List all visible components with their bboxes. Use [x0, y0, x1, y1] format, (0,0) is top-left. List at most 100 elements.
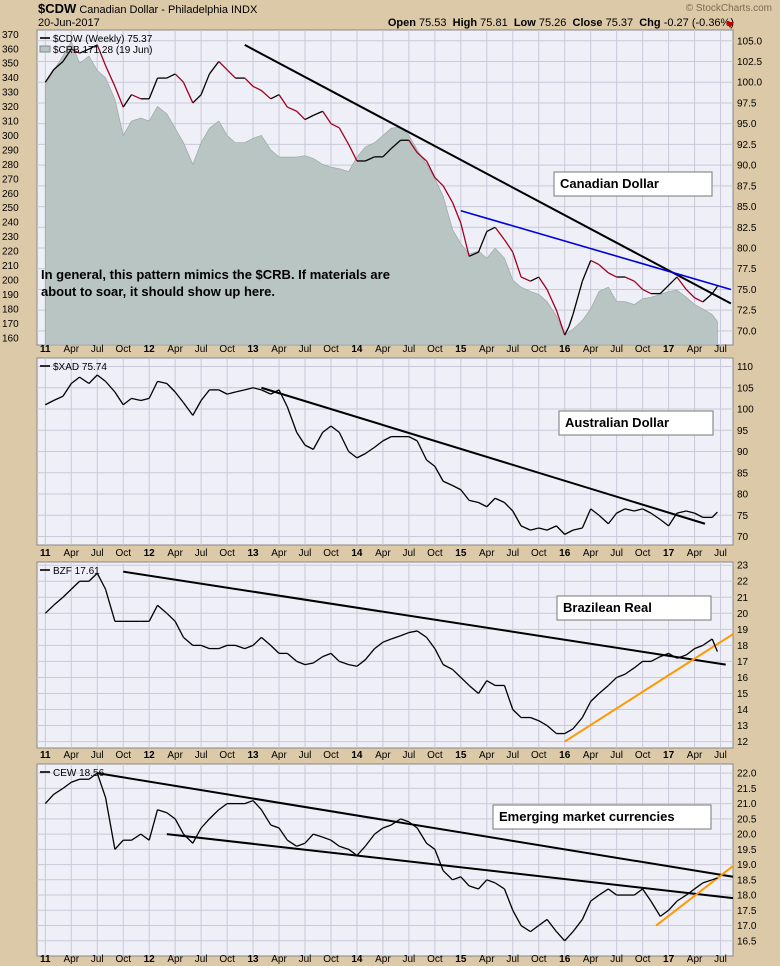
- price-segment-cdw: [79, 48, 90, 54]
- price-segment-bzf: [468, 684, 479, 694]
- price-segment-bzf: [174, 621, 185, 638]
- price-segment-cdw: [416, 152, 427, 162]
- price-segment-cdw: [590, 259, 600, 266]
- price-segment-xad: [408, 436, 418, 442]
- price-segment-cdw: [572, 280, 583, 315]
- y-tick-right-cdw: 75.0: [737, 285, 757, 296]
- x-tick-label: Jul: [195, 548, 208, 559]
- price-segment-xad: [96, 374, 106, 382]
- x-tick-label: Jul: [610, 954, 623, 965]
- price-segment-xad: [634, 508, 643, 512]
- y-tick-right-cdw: 105.0: [737, 36, 762, 47]
- price-segment-cew: [659, 909, 669, 917]
- y-tick-left: 270: [2, 174, 19, 185]
- trendline-blue: [460, 209, 732, 291]
- price-segment-bzf: [218, 644, 228, 650]
- price-segment-cew: [183, 833, 194, 844]
- price-segment-xad: [53, 395, 64, 402]
- price-segment-cew: [572, 919, 583, 933]
- price-segment-bzf: [416, 630, 427, 638]
- price-segment-cdw: [244, 77, 254, 87]
- price-segment-xad: [174, 391, 184, 404]
- price-segment-cdw: [546, 289, 557, 311]
- price-segment-xad: [694, 512, 704, 518]
- price-segment-xad: [70, 376, 80, 385]
- header-row-1: $CDW Canadian Dollar - Philadelphia INDX: [38, 1, 257, 16]
- y-tick-left: 200: [2, 275, 19, 286]
- price-segment-xad: [296, 432, 306, 446]
- x-tick-label: Jul: [299, 750, 312, 761]
- price-segment-bzf: [88, 572, 98, 582]
- y-tick-right-cdw: 102.5: [737, 57, 762, 68]
- price-segment-cew: [313, 833, 323, 838]
- x-tick-label: Oct: [115, 344, 131, 355]
- x-tick-label: Apr: [167, 344, 183, 355]
- price-segment-cdw: [338, 127, 350, 145]
- chg-value: -0.27 (-0.36%): [663, 17, 734, 29]
- price-segment-xad: [616, 508, 626, 514]
- y-tick-right-cdw: 82.5: [737, 223, 757, 234]
- price-segment-cdw: [468, 251, 479, 257]
- price-segment-cew: [555, 931, 566, 942]
- x-tick-label: Apr: [63, 344, 79, 355]
- crb-area: [44, 40, 718, 346]
- price-segment-xad: [364, 446, 375, 455]
- price-segment-cdw: [451, 202, 462, 224]
- y-tick-left: 250: [2, 203, 19, 214]
- x-tick-label: Apr: [63, 954, 79, 965]
- x-tick-label: Jul: [195, 344, 208, 355]
- y-tick-right-cdw: 85.0: [737, 202, 757, 213]
- price-segment-bzf: [512, 709, 522, 719]
- watermark: © StockCharts.com: [685, 3, 772, 14]
- price-segment-bzf: [312, 656, 324, 664]
- y-tick-right-xad: 90: [737, 447, 749, 458]
- price-segment-cdw: [568, 314, 574, 327]
- x-tick-label: Jul: [402, 954, 415, 965]
- y-tick-left: 160: [2, 333, 19, 344]
- price-segment-xad: [607, 512, 618, 525]
- price-segment-xad: [538, 527, 548, 531]
- price-segment-cdw: [685, 289, 696, 299]
- price-segment-bzf: [607, 676, 618, 686]
- price-segment-bzf: [676, 654, 687, 659]
- price-segment-xad: [140, 397, 150, 402]
- low-value: 75.26: [538, 17, 567, 29]
- price-segment-xad: [218, 389, 228, 395]
- price-segment-bzf: [70, 580, 81, 590]
- x-tick-label: 12: [144, 750, 156, 761]
- x-tick-label: Jul: [195, 750, 208, 761]
- price-segment-cdw: [174, 73, 184, 83]
- price-segment-cdw: [555, 309, 566, 336]
- price-segment-xad: [356, 453, 366, 459]
- y-tick-right-xad: 100: [737, 405, 754, 416]
- annotation-box-cdw: [553, 171, 713, 197]
- price-segment-cdw: [494, 226, 505, 241]
- y-tick-right-cew: 17.5: [737, 906, 757, 917]
- close-value: 75.37: [605, 17, 634, 29]
- open-label: Open: [387, 17, 416, 29]
- price-segment-bzf: [200, 644, 210, 650]
- y-tick-right-cdw: 90.0: [737, 161, 757, 172]
- price-segment-bzf: [330, 652, 340, 662]
- trendline-orange: [564, 633, 734, 743]
- x-tick-label: Apr: [375, 750, 391, 761]
- price-segment-cdw: [322, 110, 332, 125]
- x-tick-label: Apr: [375, 344, 391, 355]
- price-segment-bzf: [426, 636, 436, 649]
- x-tick-label: Jul: [402, 344, 415, 355]
- legend-entry: $XAD 75.74: [53, 362, 107, 373]
- price-segment-cdw: [330, 123, 340, 129]
- price-segment-cew: [694, 882, 704, 890]
- price-segment-cdw: [486, 226, 496, 233]
- x-tick-label: Oct: [427, 344, 443, 355]
- x-tick-label: Jul: [91, 548, 104, 559]
- price-segment-cew: [356, 845, 366, 856]
- price-segment-cew: [96, 772, 107, 798]
- price-segment-cew: [157, 809, 168, 814]
- price-segment-xad: [581, 508, 592, 529]
- price-segment-bzf: [96, 572, 107, 590]
- price-segment-cdw: [200, 73, 211, 95]
- x-tick-label: 15: [455, 750, 467, 761]
- x-tick-label: Jul: [402, 548, 415, 559]
- legend-entry: BZF 17.61: [53, 566, 100, 577]
